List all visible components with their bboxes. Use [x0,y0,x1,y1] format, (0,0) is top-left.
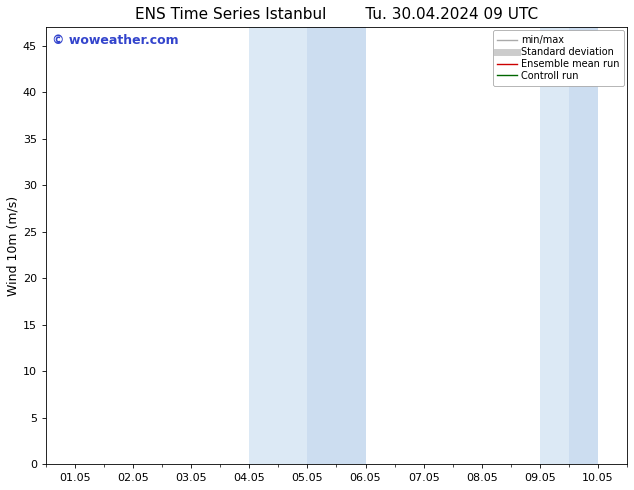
Bar [540,27,569,464]
Legend: min/max, Standard deviation, Ensemble mean run, Controll run: min/max, Standard deviation, Ensemble me… [493,30,624,86]
Bar [569,27,598,464]
Y-axis label: Wind 10m (m/s): Wind 10m (m/s) [7,196,20,296]
Text: © woweather.com: © woweather.com [52,34,178,47]
Bar [249,27,307,464]
Bar [307,27,366,464]
Title: ENS Time Series Istanbul        Tu. 30.04.2024 09 UTC: ENS Time Series Istanbul Tu. 30.04.2024 … [135,7,538,22]
